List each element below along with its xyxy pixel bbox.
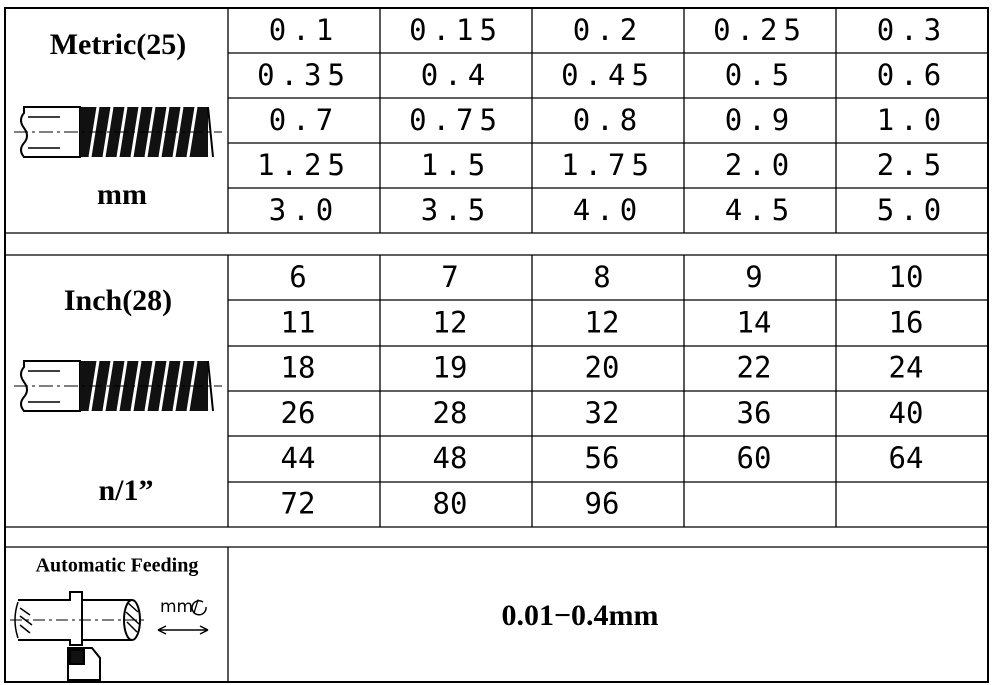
metric-pitch: 4.0 <box>573 193 643 227</box>
metric-pitch: 0.5 <box>725 58 795 92</box>
inch-tpi: 96 <box>585 487 620 521</box>
inch-tpi: 18 <box>281 351 316 385</box>
metric-unit: mm <box>97 178 147 211</box>
inch-tpi: 19 <box>433 351 468 385</box>
metric-pitch: 1.75 <box>561 148 655 182</box>
inch-tpi: 80 <box>433 487 468 521</box>
metric-pitch: 3.5 <box>421 193 491 227</box>
metric-pitch: 0.25 <box>713 13 807 47</box>
inch-tpi: 6 <box>289 260 306 294</box>
inch-tpi: 22 <box>737 351 772 385</box>
metric-pitch: 1.25 <box>257 148 351 182</box>
inch-tpi: 48 <box>433 441 468 475</box>
metric-pitch: 0.6 <box>877 58 947 92</box>
feeding-range: 0.01−0.4mm <box>501 599 658 632</box>
inch-tpi: 8 <box>593 260 610 294</box>
inch-tpi: 9 <box>745 260 762 294</box>
metric-pitch: 4.5 <box>725 193 795 227</box>
feeding-label: Automatic Feeding <box>36 555 199 577</box>
inch-tpi: 26 <box>281 396 316 430</box>
metric-pitch: 0.7 <box>269 103 339 137</box>
metric-pitch: 1.5 <box>421 148 491 182</box>
inch-tpi: 7 <box>441 260 458 294</box>
inch-tpi: 32 <box>585 396 620 430</box>
feeding-icon-label: mm/ <box>160 597 199 617</box>
metric-pitch: 0.2 <box>573 13 643 47</box>
metric-pitch: 0.3 <box>877 13 947 47</box>
inch-tpi: 72 <box>281 487 316 521</box>
metric-pitch: 0.15 <box>409 13 503 47</box>
inch-tpi: 40 <box>889 396 924 430</box>
thread-icon <box>12 105 224 159</box>
metric-pitch: 0.4 <box>421 58 491 92</box>
metric-label: Metric(25) <box>50 28 187 61</box>
inch-tpi: 16 <box>889 305 924 339</box>
inch-tpi: 64 <box>889 441 924 475</box>
metric-pitch: 0.45 <box>561 58 655 92</box>
inch-tpi: 44 <box>281 441 316 475</box>
inch-tpi: 20 <box>585 351 620 385</box>
metric-pitch: 2.0 <box>725 148 795 182</box>
inch-label: Inch(28) <box>64 284 172 317</box>
metric-pitch: 0.75 <box>409 103 503 137</box>
inch-tpi: 56 <box>585 441 620 475</box>
metric-pitch: 3.0 <box>269 193 339 227</box>
metric-pitch: 0.35 <box>257 58 351 92</box>
inch-tpi: 10 <box>889 260 924 294</box>
thread-icon <box>12 359 224 413</box>
metric-pitch: 0.1 <box>269 13 339 47</box>
feeding-icon <box>10 591 209 681</box>
inch-tpi: 60 <box>737 441 772 475</box>
metric-pitch: 0.8 <box>573 103 643 137</box>
metric-pitch: 2.5 <box>877 148 947 182</box>
inch-tpi: 36 <box>737 396 772 430</box>
inch-unit: n/1” <box>98 474 153 507</box>
metric-pitch: 5.0 <box>877 193 947 227</box>
inch-tpi: 12 <box>433 305 468 339</box>
inch-tpi: 14 <box>737 305 772 339</box>
metric-pitch: 0.9 <box>725 103 795 137</box>
table-grid <box>4 7 989 683</box>
inch-tpi: 28 <box>433 396 468 430</box>
metric-pitch: 1.0 <box>877 103 947 137</box>
inch-tpi: 24 <box>889 351 924 385</box>
inch-tpi: 12 <box>585 305 620 339</box>
inch-tpi: 11 <box>281 305 316 339</box>
